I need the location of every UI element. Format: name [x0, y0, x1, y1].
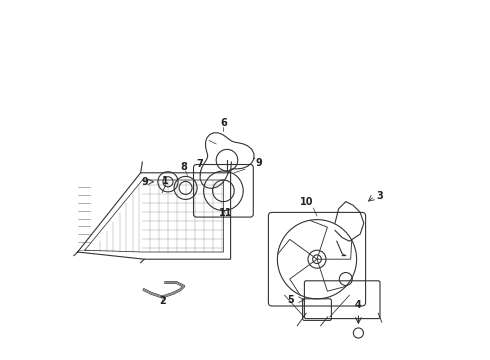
Text: 6: 6 [220, 118, 227, 128]
Text: 3: 3 [376, 191, 383, 201]
Text: 8: 8 [180, 162, 187, 172]
Text: 5: 5 [287, 295, 294, 305]
Text: 1: 1 [162, 176, 169, 186]
Text: 10: 10 [299, 197, 313, 207]
Text: 7: 7 [196, 159, 203, 170]
Text: 9: 9 [142, 177, 148, 187]
Text: 9: 9 [256, 158, 263, 168]
Text: 4: 4 [355, 300, 362, 310]
Text: 2: 2 [159, 296, 166, 306]
Text: 11: 11 [219, 208, 232, 218]
